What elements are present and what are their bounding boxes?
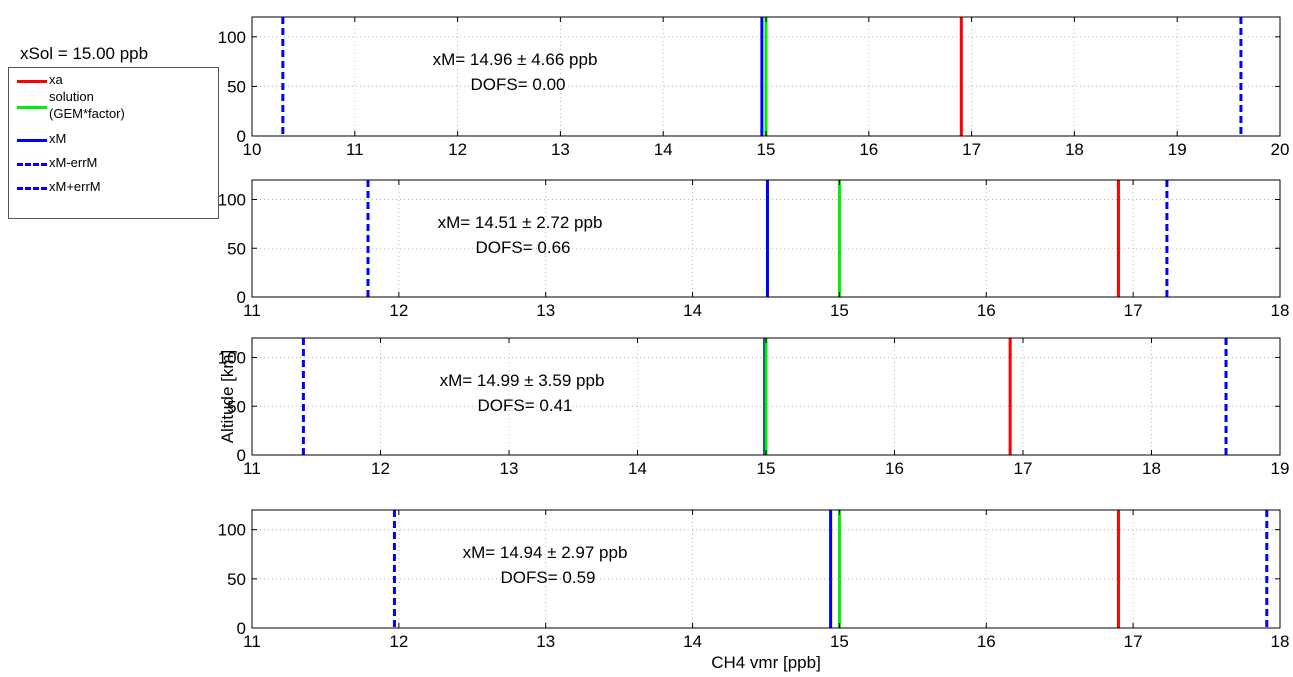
y-axis-label: Altitude [km] [218, 350, 237, 444]
x-tick-label: 11 [243, 632, 261, 651]
y-tick-label: 100 [218, 28, 246, 47]
x-tick-label: 15 [830, 301, 849, 320]
x-tick-label: 18 [1271, 632, 1290, 651]
x-tick-label: 13 [500, 459, 519, 478]
y-tick-label: 50 [227, 397, 246, 416]
legend-title: xSol = 15.00 ppb [20, 44, 149, 63]
plot-area [252, 510, 1280, 628]
x-tick-label: 12 [389, 632, 408, 651]
x-tick-label: 15 [830, 632, 849, 651]
x-tick-label: 10 [243, 140, 262, 159]
legend-label-xm-plus-errm: xM+errM [49, 179, 101, 194]
legend-label-solution: solution [49, 89, 94, 104]
x-tick-label: 20 [1271, 140, 1290, 159]
legend-label-xm-minus-errm: xM-errM [49, 155, 98, 170]
annotation-xm: xM= 14.51 ± 2.72 ppb [438, 213, 603, 232]
subplot-4: 11 12 13 14 15 16 17 18 0 50 100 xM= 14.94 ± 2.97 p… [218, 509, 1290, 672]
x-tick-label: 12 [448, 140, 467, 159]
annotation-dofs: DOFS= 0.41 [478, 396, 573, 415]
axes-box [251, 509, 1281, 629]
axes-box [251, 179, 1281, 298]
x-tick-label: 13 [536, 301, 555, 320]
y-tick-label: 0 [237, 127, 246, 146]
x-tick-label: 11 [346, 140, 364, 159]
subplot-2: 11 12 13 14 15 16 17 18 0 50 100 xM= 14.51 ± 2.72 p… [218, 179, 1290, 320]
x-tick-label: 13 [551, 140, 570, 159]
x-tick-label: 16 [859, 140, 878, 159]
legend-swatch-xm-minus-errm [17, 163, 47, 166]
legend-swatch-xm [17, 139, 47, 142]
x-tick-label: 17 [1124, 301, 1143, 320]
y-tick-label: 100 [218, 191, 246, 210]
annotation-dofs: DOFS= 0.66 [476, 238, 571, 257]
annotation-dofs: DOFS= 0.59 [501, 568, 596, 587]
y-tick-label: 100 [218, 349, 246, 368]
x-tick-label: 16 [885, 459, 904, 478]
x-tick-label: 14 [683, 301, 702, 320]
x-tick-label: 16 [977, 632, 996, 651]
x-tick-label: 19 [1271, 459, 1290, 478]
y-tick-label: 0 [237, 619, 246, 638]
x-tick-label: 17 [1124, 632, 1143, 651]
legend: xa solution (GEM*factor) xM xM-errM xM+e… [8, 67, 219, 219]
y-tick-label: 0 [237, 446, 246, 465]
y-tick-label: 100 [218, 521, 246, 540]
annotation-xm: xM= 14.94 ± 2.97 ppb [463, 543, 628, 562]
legend-swatch-xa [17, 80, 47, 83]
legend-label-xm: xM [49, 131, 67, 146]
x-tick-label: 14 [628, 459, 647, 478]
x-tick-label: 18 [1065, 140, 1084, 159]
y-tick-label: 50 [227, 77, 246, 96]
subplot-1: 10 11 12 13 14 15 16 17 18 19 20 0 50 100 xM= 14.96 ± … [218, 16, 1290, 159]
x-tick-label: 14 [683, 632, 702, 651]
x-tick-label: 11 [243, 301, 261, 320]
x-tick-label: 11 [243, 459, 261, 478]
x-tick-label: 12 [389, 301, 408, 320]
x-tick-label: 16 [977, 301, 996, 320]
annotation-dofs: DOFS= 0.00 [471, 75, 566, 94]
annotation-xm: xM= 14.96 ± 4.66 ppb [433, 50, 598, 69]
x-tick-label: 15 [757, 140, 776, 159]
x-tick-label: 17 [1014, 459, 1033, 478]
x-tick-label: 14 [654, 140, 673, 159]
y-tick-label: 0 [237, 288, 246, 307]
x-tick-label: 12 [371, 459, 390, 478]
legend-swatch-solution [17, 106, 47, 109]
x-axis-label: CH4 vmr [ppb] [711, 653, 821, 672]
y-tick-label: 50 [227, 570, 246, 589]
legend-swatch-xm-plus-errm [17, 187, 47, 190]
x-tick-label: 13 [536, 632, 555, 651]
x-tick-label: 18 [1142, 459, 1161, 478]
x-tick-label: 18 [1271, 301, 1290, 320]
legend-label-xa: xa [49, 72, 63, 87]
x-tick-label: 19 [1168, 140, 1187, 159]
legend-label-solution-line2: (GEM*factor) [49, 106, 125, 121]
subplot-3: 11 12 13 14 15 16 17 18 19 0 50 100 xM= 14.99 ± 3.59… [218, 337, 1290, 478]
y-tick-label: 50 [227, 239, 246, 258]
x-tick-label: 15 [757, 459, 776, 478]
x-tick-label: 17 [962, 140, 981, 159]
annotation-xm: xM= 14.99 ± 3.59 ppb [440, 371, 605, 390]
